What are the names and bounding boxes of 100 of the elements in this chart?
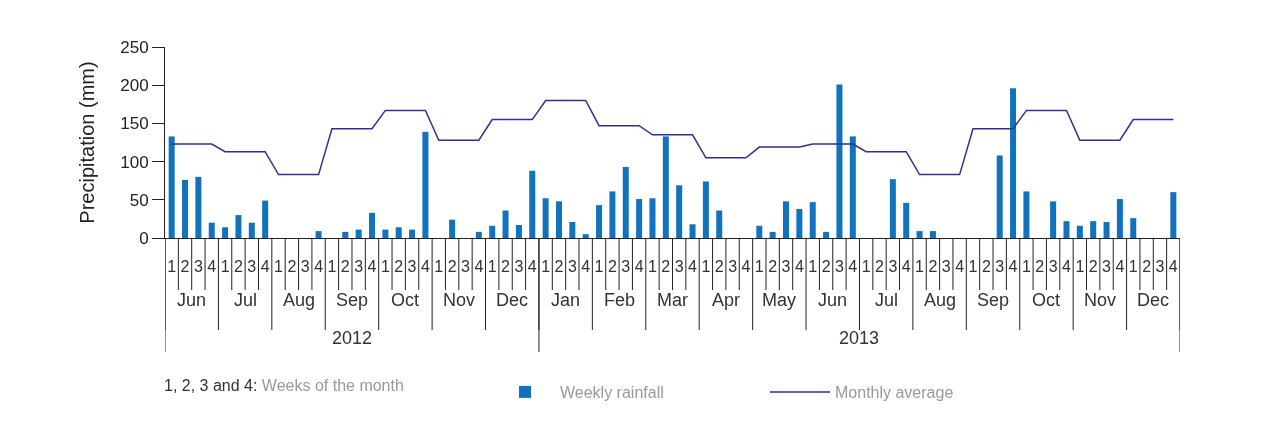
x-tick-label: 3 — [888, 258, 898, 276]
bar — [262, 200, 269, 238]
x-tick-label: 1 — [1075, 258, 1085, 276]
bar — [315, 231, 322, 238]
x-tick-label: 3 — [193, 258, 203, 276]
bar — [475, 231, 482, 238]
x-tick-label: 1 — [754, 258, 764, 276]
bar — [849, 136, 856, 238]
bar — [1076, 225, 1083, 238]
x-tick-label: 2 — [875, 258, 885, 276]
bar — [1116, 199, 1123, 238]
bar — [662, 136, 669, 238]
x-tick-label: 1 — [701, 258, 711, 276]
x-tick-label: 2 — [554, 258, 564, 276]
bar — [929, 231, 936, 238]
bar — [542, 198, 549, 238]
x-tick-label: 4 — [1115, 258, 1125, 276]
x-tick-label: 2 — [234, 258, 243, 276]
x-tick-label: 3 — [1048, 258, 1058, 276]
text: Dec — [1137, 290, 1170, 310]
bar — [1063, 221, 1070, 238]
bar — [235, 215, 242, 238]
x-tick-label: 1 — [434, 258, 444, 276]
x-tick-label: 2 — [821, 258, 831, 276]
bar — [1090, 221, 1097, 238]
y-tick-label: 150 — [120, 114, 149, 134]
bar — [1023, 191, 1030, 238]
bar — [596, 205, 603, 238]
x-tick-label: 3 — [834, 258, 844, 276]
bar — [248, 222, 255, 238]
bar — [769, 231, 776, 238]
x-tick-label: 2 — [1035, 258, 1045, 276]
x-tick-label: 2 — [981, 258, 991, 276]
x-tick-label: 4 — [741, 258, 751, 276]
bar — [369, 212, 376, 238]
bar — [422, 131, 429, 238]
y-tick-label: 200 — [120, 76, 149, 96]
bar — [916, 231, 923, 238]
bar — [676, 185, 683, 238]
bar — [208, 222, 215, 238]
x-tick-label: 3 — [621, 258, 631, 276]
x-tick-label: 4 — [581, 258, 591, 276]
x-tick-label: 4 — [1062, 258, 1072, 276]
x-tick-label: 4 — [367, 258, 377, 276]
x-tick-label: 3 — [728, 258, 738, 276]
text: 2012 — [332, 328, 373, 348]
text: Jun — [818, 290, 848, 310]
x-tick-label: 4 — [260, 258, 270, 276]
y-tick-label: 250 — [120, 37, 149, 57]
bar — [702, 181, 709, 238]
x-tick-label: 4 — [474, 258, 484, 276]
text: 2013 — [839, 328, 880, 348]
x-tick-label: 1 — [541, 258, 551, 276]
bar — [809, 202, 816, 238]
x-tick-label: 1 — [861, 258, 871, 276]
x-tick-label: 2 — [1088, 258, 1098, 276]
bar — [996, 155, 1003, 238]
x-tick-label: 1 — [327, 258, 337, 276]
x-tick-label: 3 — [781, 258, 791, 276]
x-tick-label: 4 — [794, 258, 804, 276]
text: Jan — [551, 290, 581, 310]
x-tick-label: 3 — [407, 258, 417, 276]
bar — [689, 224, 696, 238]
bar — [783, 201, 790, 238]
x-tick-label: 2 — [180, 258, 190, 276]
y-tick-label: 50 — [129, 190, 149, 210]
bar — [756, 225, 763, 238]
x-tick-label: 3 — [354, 258, 364, 276]
x-tick-label: 1 — [1128, 258, 1138, 276]
x-tick-label: 3 — [1102, 258, 1112, 276]
x-tick-label: 1 — [594, 258, 604, 276]
x-tick-label: 1 — [648, 258, 658, 276]
x-tick-label: 4 — [207, 258, 217, 276]
legend-label: Weekly rainfall — [560, 384, 664, 402]
bar — [555, 201, 562, 238]
x-tick-label: 2 — [447, 258, 457, 276]
bar — [1130, 218, 1137, 238]
bar — [1103, 221, 1110, 238]
x-tick-label: 2 — [714, 258, 724, 276]
x-tick-label: 4 — [634, 258, 644, 276]
x-tick-label: 3 — [514, 258, 524, 276]
bar — [622, 166, 629, 238]
bar — [649, 198, 656, 238]
bar — [569, 221, 576, 238]
x-tick-label: 2 — [661, 258, 671, 276]
x-tick-label: 1 — [167, 258, 177, 276]
x-tick-label: 3 — [567, 258, 577, 276]
bar — [836, 84, 843, 238]
x-tick-label: 4 — [1168, 258, 1178, 276]
x-tick-label: 2 — [768, 258, 778, 276]
x-tick-label: 2 — [928, 258, 938, 276]
bar — [342, 231, 349, 238]
bar — [609, 191, 616, 238]
bar — [716, 210, 723, 238]
x-tick-label: 3 — [247, 258, 257, 276]
text: Aug — [283, 290, 316, 310]
text: Sep — [977, 290, 1010, 310]
bar — [182, 179, 189, 238]
x-tick-label: 1 — [220, 258, 230, 276]
text: Apr — [712, 290, 741, 310]
